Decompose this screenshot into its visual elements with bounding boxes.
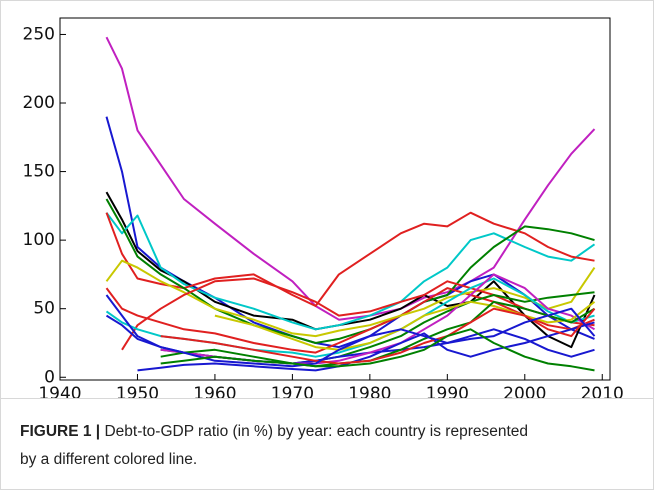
x-tick-label: 2010 (581, 384, 624, 398)
y-tick-label: 50 (33, 299, 55, 319)
series-line (105, 198, 595, 344)
series-line (105, 294, 596, 368)
x-tick-label: 1980 (348, 384, 391, 398)
series-line (160, 300, 596, 368)
series-line (105, 36, 596, 321)
separator (0, 398, 654, 399)
y-tick-label: 0 (44, 367, 55, 387)
x-tick-label: 1970 (271, 384, 314, 398)
caption-text: Debt-to-GDP ratio (in %) by year: each c… (20, 423, 529, 468)
caption: FIGURE 1 | Debt-to-GDP ratio (in %) by y… (20, 418, 540, 474)
plot-frame (59, 17, 611, 381)
series-line (105, 212, 596, 331)
x-tick-label: 1940 (38, 384, 81, 398)
x-tick-label: 1960 (193, 384, 236, 398)
x-tick-label: 1990 (426, 384, 469, 398)
series-line (137, 321, 595, 372)
x-tick-label: 2000 (503, 384, 546, 398)
series-line (105, 211, 595, 307)
x-tick-label: 1950 (116, 384, 159, 398)
y-tick-label: 200 (23, 93, 55, 113)
caption-label: FIGURE 1 | (20, 423, 101, 440)
series-line (105, 191, 596, 349)
series-line (105, 259, 596, 338)
chart: 0 50 100 150 200 250 1940 1950 1960 1970 1980 1990 2… (23, 17, 624, 398)
y-tick-label: 150 (23, 162, 55, 182)
y-tick-label: 100 (23, 230, 55, 250)
series-line (214, 300, 596, 351)
y-tick-label: 250 (23, 24, 55, 44)
series-line (160, 328, 595, 372)
